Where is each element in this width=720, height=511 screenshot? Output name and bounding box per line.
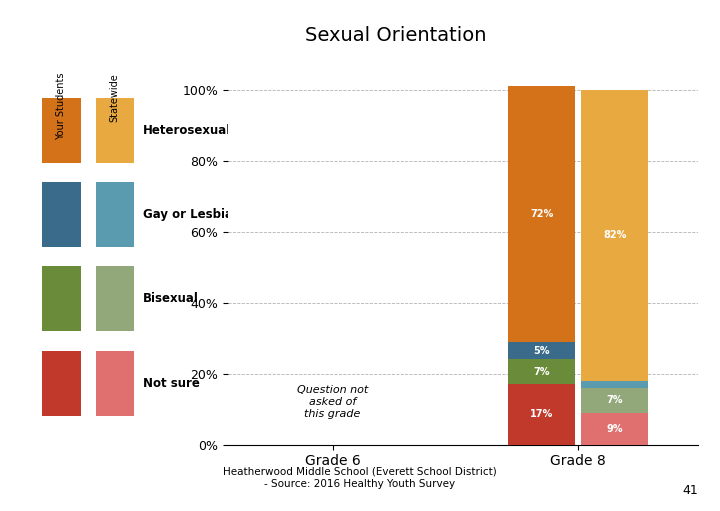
Bar — [508, 359, 575, 384]
Bar — [581, 412, 648, 445]
FancyBboxPatch shape — [96, 182, 134, 247]
Bar — [508, 86, 575, 342]
FancyBboxPatch shape — [96, 98, 134, 163]
Text: 7%: 7% — [606, 395, 623, 405]
Bar — [581, 388, 648, 412]
Text: Gay or Lesbian: Gay or Lesbian — [143, 208, 241, 221]
Text: 72%: 72% — [530, 209, 553, 219]
Bar — [581, 90, 648, 381]
FancyBboxPatch shape — [42, 351, 81, 416]
Text: 17%: 17% — [530, 409, 553, 420]
Text: Statewide: Statewide — [110, 73, 120, 122]
Text: Heterosexual: Heterosexual — [143, 124, 231, 137]
FancyBboxPatch shape — [96, 266, 134, 332]
Text: Question not
asked of
this grade: Question not asked of this grade — [297, 385, 368, 419]
Text: 82%: 82% — [603, 230, 626, 240]
Text: Your Students: Your Students — [56, 73, 66, 141]
Text: Heatherwood Middle School (Everett School District)
- Source: 2016 Healthy Youth: Heatherwood Middle School (Everett Schoo… — [223, 467, 497, 489]
Text: 9%: 9% — [606, 424, 623, 433]
Bar — [581, 381, 648, 388]
Text: 41: 41 — [683, 484, 698, 497]
Bar — [508, 384, 575, 445]
Text: 5%: 5% — [534, 345, 550, 356]
FancyBboxPatch shape — [42, 266, 81, 332]
Text: Not sure: Not sure — [143, 377, 199, 390]
Bar — [508, 342, 575, 359]
Text: Bisexual: Bisexual — [143, 292, 199, 306]
Text: 7%: 7% — [534, 367, 550, 377]
Text: Sexual Orientation: Sexual Orientation — [305, 26, 487, 45]
FancyBboxPatch shape — [42, 182, 81, 247]
FancyBboxPatch shape — [42, 98, 81, 163]
FancyBboxPatch shape — [96, 351, 134, 416]
